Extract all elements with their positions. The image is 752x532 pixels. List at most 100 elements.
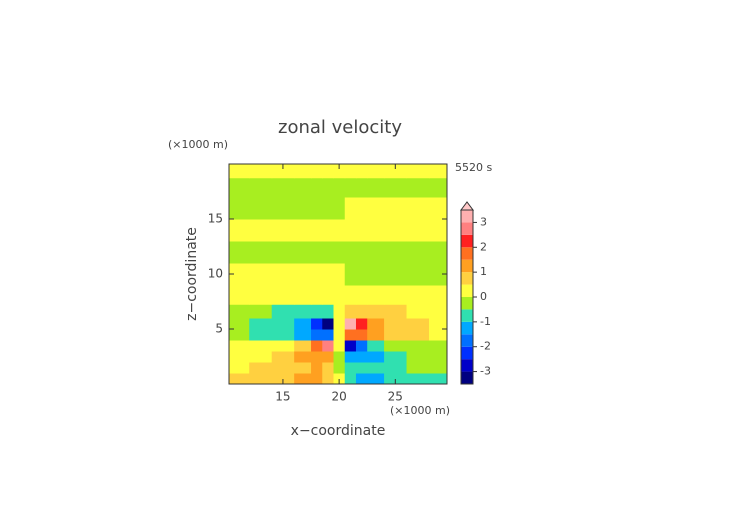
field-cell	[384, 285, 408, 305]
field-cell	[249, 219, 273, 242]
field-cell	[294, 263, 312, 286]
colorbar-band	[461, 222, 473, 235]
field-cell	[344, 241, 357, 264]
field-cell	[333, 285, 346, 305]
field-cell	[406, 177, 430, 198]
colorbar-band	[461, 234, 473, 248]
field-cell	[322, 351, 335, 363]
field-cell	[384, 329, 408, 341]
field-cell	[249, 285, 273, 305]
colorbar-band	[461, 259, 473, 273]
field-cell	[229, 351, 250, 363]
field-cell	[384, 304, 408, 319]
field-cell	[406, 263, 430, 286]
field-cell	[367, 177, 385, 198]
colorbar-band	[461, 334, 473, 347]
field-cell	[384, 362, 408, 374]
field-cell	[271, 285, 295, 305]
field-cell	[355, 263, 368, 286]
colorbar-band	[461, 321, 473, 335]
field-cell	[333, 373, 346, 385]
colorbar-band	[461, 309, 473, 322]
field-cell	[333, 351, 346, 363]
field-cell	[322, 263, 335, 286]
colorbar-band	[461, 210, 473, 223]
y-unit-label: (×1000 m)	[168, 138, 228, 151]
time-label: 5520 s	[455, 161, 492, 174]
x-tick-label: 20	[331, 390, 346, 404]
field-cell	[229, 263, 250, 286]
field-cell	[367, 241, 385, 264]
field-cell	[367, 351, 385, 363]
field-cell	[271, 362, 295, 374]
field-cell	[406, 340, 430, 352]
field-cell	[311, 241, 323, 264]
field-cell	[344, 197, 357, 220]
field-cell	[322, 219, 335, 242]
field-cell	[384, 241, 408, 264]
field-cell	[322, 362, 335, 374]
y-axis-label: z−coordinate	[184, 227, 200, 321]
field-cell	[271, 351, 295, 363]
field-cell	[344, 304, 357, 319]
field-cell	[384, 219, 408, 242]
field-cell	[249, 329, 273, 341]
field-cell	[355, 318, 368, 330]
field-cell	[294, 241, 312, 264]
field-cell	[429, 241, 448, 264]
field-cell	[333, 219, 346, 242]
colorbar-band	[461, 284, 473, 297]
field-cell	[294, 285, 312, 305]
field-cell	[406, 329, 430, 341]
field-cell	[229, 164, 250, 179]
field-cell	[322, 241, 335, 264]
field-cell	[322, 177, 335, 198]
field-cell	[367, 329, 385, 341]
y-tick-label: 5	[215, 322, 223, 336]
field-cell	[367, 263, 385, 286]
field-cell	[311, 197, 323, 220]
field-cell	[311, 263, 323, 286]
field-cell	[229, 197, 250, 220]
colorbar-band	[461, 346, 473, 360]
field-cell	[271, 164, 295, 179]
field-cell	[229, 285, 250, 305]
field-cell	[294, 340, 312, 352]
field-cell	[322, 285, 335, 305]
field-cell	[271, 318, 295, 330]
field-cell	[355, 340, 368, 352]
field-cell	[333, 263, 346, 286]
field-cell	[311, 164, 323, 179]
field-cell	[249, 373, 273, 385]
field-cell	[322, 164, 335, 179]
field-cell	[311, 219, 323, 242]
field-cell	[311, 177, 323, 198]
colorbar-band	[461, 247, 473, 260]
field-cell	[367, 304, 385, 319]
field-cell	[249, 177, 273, 198]
field-cell	[429, 197, 448, 220]
field-cell	[384, 340, 408, 352]
field-cell	[344, 329, 357, 341]
x-axis-label: x−coordinate	[291, 423, 386, 439]
field-cell	[344, 263, 357, 286]
field-cell	[333, 340, 346, 352]
colorbar-tick-label: -2	[480, 340, 491, 353]
field-cell	[249, 318, 273, 330]
field-cell	[229, 304, 250, 319]
field-cell	[271, 197, 295, 220]
field-cell	[355, 241, 368, 264]
field-cell	[333, 318, 346, 330]
field-cell	[271, 340, 295, 352]
field-cell	[429, 318, 448, 330]
field-cell	[249, 304, 273, 319]
field-cell	[271, 373, 295, 385]
y-tick-label: 10	[208, 267, 223, 281]
field-cell	[271, 241, 295, 264]
field-cell	[367, 373, 385, 385]
field-cell	[367, 197, 385, 220]
field-cell	[406, 241, 430, 264]
field-cell	[294, 304, 312, 319]
field-cell	[406, 219, 430, 242]
field-cell	[322, 329, 335, 341]
